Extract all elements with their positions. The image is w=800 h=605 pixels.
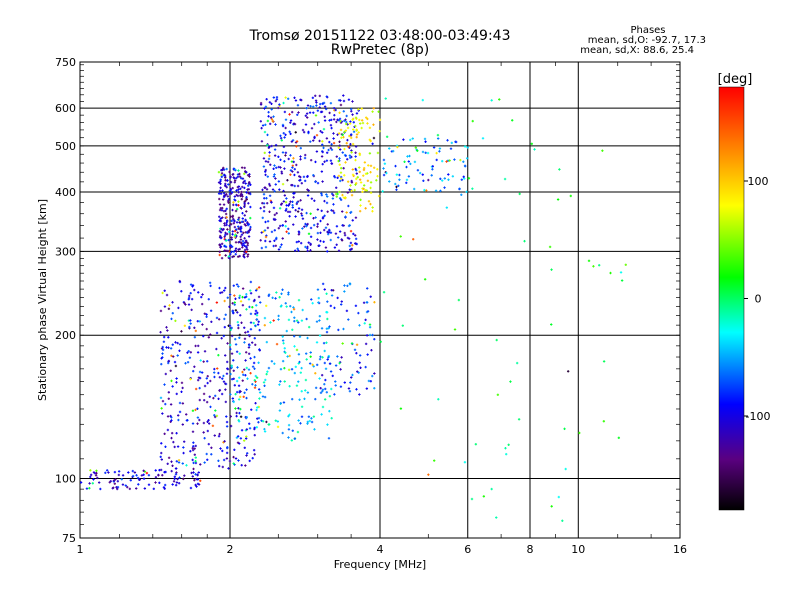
colorbar-tick-label: -100: [746, 410, 771, 423]
annotation-line-x: mean, sd,X: 88.6, 25.4: [580, 45, 694, 56]
colorbar: [718, 86, 745, 511]
annotation-heading: Phases: [630, 25, 665, 36]
echo-points: [80, 94, 627, 522]
y-tick-label: 300: [55, 245, 76, 258]
x-tick-label: 1: [77, 543, 84, 556]
chart-subtitle: RwPretec (8p): [331, 42, 429, 58]
chart-title: Tromsø 20151122 03:48:00-03:49:43: [249, 28, 511, 44]
y-axis-ticks: 75 100 200 300 400 500 600 750: [55, 56, 680, 545]
x-tick-label: 6: [464, 543, 471, 556]
x-axis-ticks: 1 2 4 6 8 10 16: [77, 62, 687, 556]
x-tick-label: 2: [227, 543, 234, 556]
y-tick-label: 200: [55, 329, 76, 342]
y-tick-label: 75: [62, 532, 76, 545]
annotation-line-o: mean, sd,O: -92.7, 17.3: [588, 35, 706, 46]
colorbar-label: [deg]: [718, 72, 753, 87]
x-tick-label: 4: [377, 543, 384, 556]
grid-lines: [80, 62, 680, 538]
y-tick-label: 600: [55, 102, 76, 115]
colorbar-tick-label: 100: [748, 175, 769, 188]
x-axis-label: Frequency [MHz]: [334, 558, 426, 571]
colorbar-tick-label: 0: [755, 293, 762, 306]
x-tick-label: 10: [571, 543, 585, 556]
x-tick-label: 16: [673, 543, 687, 556]
y-tick-label: 750: [55, 56, 76, 69]
y-tick-label: 500: [55, 140, 76, 153]
y-tick-label: 400: [55, 186, 76, 199]
colorbar-ticks: 100 0 -100: [744, 175, 770, 423]
x-tick-label: 8: [527, 543, 534, 556]
y-tick-label: 100: [55, 473, 76, 486]
y-axis-label: Stationary phase Virtual Height [km]: [36, 199, 49, 401]
